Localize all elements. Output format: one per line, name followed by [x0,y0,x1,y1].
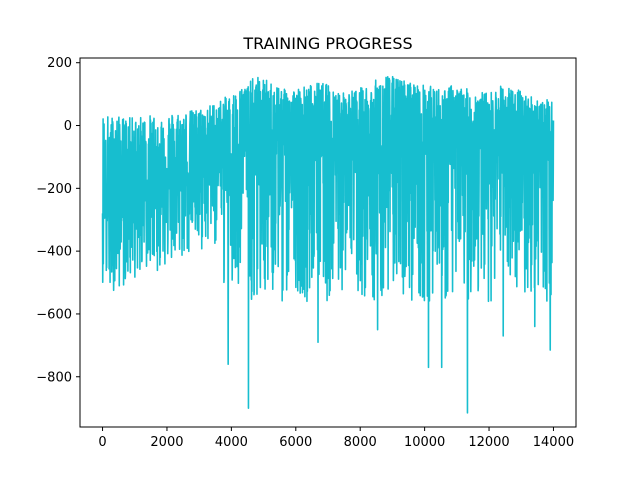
y-tick-label: −200 [36,182,72,197]
x-tick-label: 14000 [533,435,574,450]
x-tick-label: 0 [98,435,106,450]
y-axis: 200 0 −200 −400 −600 −800 [36,56,80,385]
x-tick-label: 12000 [468,435,509,450]
y-tick-label: 200 [47,56,72,71]
x-tick-label: 10000 [404,435,445,450]
chart-title: TRAINING PROGRESS [242,34,412,53]
y-tick-label: −800 [36,370,72,385]
x-tick-label: 4000 [215,435,248,450]
x-tick-label: 2000 [150,435,183,450]
plot-series [101,75,555,414]
y-tick-label: −400 [36,245,72,260]
x-tick-label: 8000 [344,435,377,450]
x-tick-label: 6000 [279,435,312,450]
series-line [101,75,555,414]
x-axis: 0 2000 4000 6000 8000 10000 12000 14000 [98,427,574,450]
plot-frame [79,57,577,428]
y-tick-label: −600 [36,307,72,322]
y-tick-label: 0 [64,119,72,134]
